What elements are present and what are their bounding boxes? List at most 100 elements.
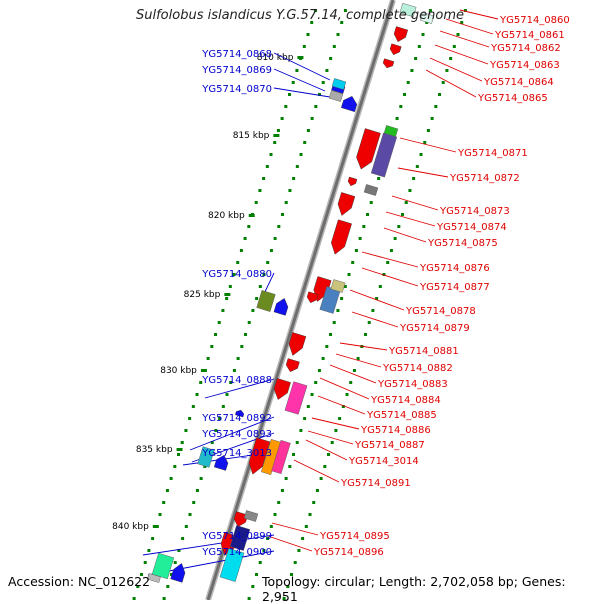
tick-dot bbox=[401, 213, 405, 216]
gene-label: YG5714_0862 bbox=[490, 43, 561, 54]
tick-dot bbox=[332, 321, 336, 324]
tick-dot bbox=[206, 357, 210, 360]
tick-dot bbox=[280, 117, 284, 120]
tick-dot bbox=[321, 357, 325, 360]
label-connector bbox=[349, 289, 405, 311]
tick-dot bbox=[325, 69, 329, 72]
tick-dot bbox=[177, 549, 181, 552]
gene-label: YG5714_0884 bbox=[370, 395, 441, 406]
label-connector bbox=[189, 416, 275, 451]
label-connector bbox=[142, 534, 275, 556]
label-connector bbox=[271, 522, 319, 536]
gene-label: YG5714_0882 bbox=[382, 363, 453, 374]
tick-dot bbox=[404, 201, 408, 204]
gene-arrow bbox=[288, 332, 307, 356]
label-connector bbox=[361, 267, 419, 287]
gene-label: YG5714_3014 bbox=[348, 456, 419, 467]
tick-dot bbox=[214, 429, 218, 432]
gene-label: YG5714_0888 bbox=[201, 375, 272, 386]
tick-dot bbox=[295, 165, 299, 168]
tick-dot bbox=[199, 477, 203, 480]
tick-dot bbox=[288, 93, 292, 96]
label-connector bbox=[329, 364, 377, 384]
tick-dot bbox=[301, 537, 305, 540]
label-connector bbox=[397, 167, 449, 178]
tick-dot bbox=[232, 369, 236, 372]
gene-box bbox=[271, 439, 291, 475]
gene-label: YG5714_0900 bbox=[201, 547, 272, 558]
tick-dot bbox=[258, 561, 262, 564]
tick-dot bbox=[386, 261, 390, 264]
tick-dot bbox=[236, 261, 240, 264]
gene-label: YG5714_0877 bbox=[419, 282, 490, 293]
tick-dot bbox=[364, 333, 368, 336]
tick-dot bbox=[321, 81, 325, 84]
tick-dot bbox=[266, 261, 270, 264]
tick-dot bbox=[358, 237, 362, 240]
tick-dot bbox=[306, 405, 310, 408]
gene-arrow bbox=[285, 358, 300, 372]
tick-dot bbox=[375, 297, 379, 300]
tick-dot bbox=[282, 597, 286, 600]
gene-arrow bbox=[356, 128, 381, 170]
label-connector bbox=[399, 137, 457, 153]
kbp-tick-label: 815 kbp bbox=[233, 131, 270, 141]
tick-dot bbox=[299, 153, 303, 156]
tick-dot bbox=[277, 225, 281, 228]
tick-dot bbox=[295, 441, 299, 444]
label-connector bbox=[307, 430, 354, 445]
tick-dot bbox=[441, 81, 445, 84]
label-connector bbox=[339, 342, 388, 351]
tick-dot bbox=[310, 393, 314, 396]
gene-label: YG5714_0868 bbox=[201, 49, 272, 60]
tick-dot bbox=[232, 273, 236, 276]
gene-label: YG5714_0895 bbox=[319, 531, 390, 542]
tick-dot bbox=[403, 93, 407, 96]
kbp-tick-mark bbox=[248, 214, 255, 217]
gene-label: YG5714_0886 bbox=[360, 425, 431, 436]
tick-dot bbox=[369, 201, 373, 204]
tick-dot bbox=[423, 141, 427, 144]
tick-dot bbox=[273, 513, 277, 516]
tick-dot bbox=[426, 129, 430, 132]
tick-dot bbox=[318, 93, 322, 96]
tick-dot bbox=[293, 561, 297, 564]
gene-label: YG5714_0887 bbox=[354, 440, 425, 451]
tick-dot bbox=[417, 45, 421, 48]
gene-label: YG5714_0873 bbox=[439, 206, 510, 217]
tick-dot bbox=[341, 405, 345, 408]
gene-box bbox=[256, 290, 276, 312]
tick-dot bbox=[299, 429, 303, 432]
tick-dot bbox=[419, 153, 423, 156]
tick-dot bbox=[269, 249, 273, 252]
tick-dot bbox=[173, 465, 177, 468]
tick-dot bbox=[421, 33, 425, 36]
tick-dot bbox=[269, 153, 273, 156]
tick-dot bbox=[170, 573, 174, 576]
gene-label: YG5714_0874 bbox=[436, 222, 507, 233]
tick-dot bbox=[329, 333, 333, 336]
gene-features bbox=[147, 2, 435, 583]
tick-dot bbox=[276, 129, 280, 132]
tick-dot bbox=[288, 465, 292, 468]
tick-dot bbox=[136, 585, 140, 588]
label-connector bbox=[319, 377, 370, 400]
tick-dot bbox=[255, 573, 259, 576]
tick-dot bbox=[347, 273, 351, 276]
tick-dot bbox=[425, 21, 429, 24]
tick-dot bbox=[356, 357, 360, 360]
tick-dot bbox=[463, 9, 467, 12]
tick-dot bbox=[262, 549, 266, 552]
tick-dot bbox=[306, 129, 310, 132]
label-connector bbox=[439, 30, 490, 48]
tick-dot bbox=[140, 573, 144, 576]
tick-dot bbox=[258, 285, 262, 288]
tick-dot bbox=[266, 537, 270, 540]
tick-dot bbox=[313, 9, 317, 12]
gene-label: YG5714_0885 bbox=[366, 410, 437, 421]
tick-dot bbox=[349, 381, 353, 384]
gene-arrow bbox=[170, 563, 186, 583]
tick-dot bbox=[184, 525, 188, 528]
gene-label: YG5714_0896 bbox=[313, 547, 384, 558]
gene-box bbox=[383, 125, 399, 137]
